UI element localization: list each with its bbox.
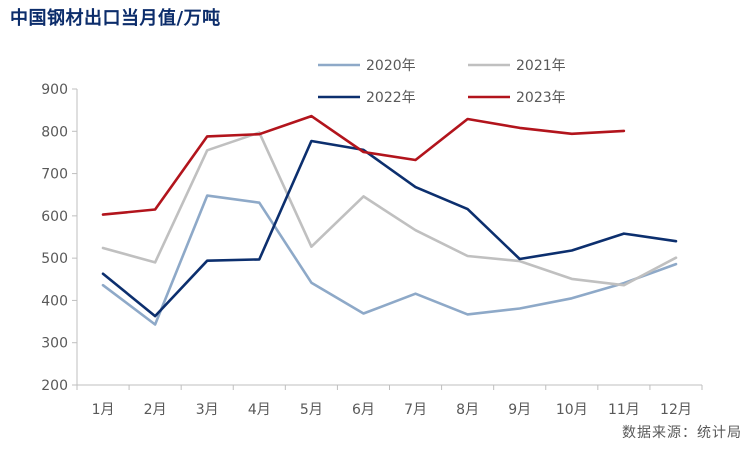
series-line-1 — [101, 194, 678, 326]
y-tick-label: 800 — [41, 124, 68, 140]
legend-label-2: 2021年 — [516, 58, 566, 74]
legend-label-4: 2023年 — [516, 90, 566, 106]
series-lines — [101, 114, 678, 326]
series-line-4 — [101, 114, 626, 216]
x-tick-label: 8月 — [456, 402, 479, 418]
chart-title: 中国钢材出口当月值/万吨 — [10, 8, 221, 29]
x-tick-label: 7月 — [404, 402, 427, 418]
y-tick-label: 700 — [41, 167, 68, 183]
source-note: 数据来源：统计局 — [622, 425, 742, 441]
x-tick-label: 3月 — [196, 402, 219, 418]
series-line-2 — [101, 131, 678, 287]
legend-label-1: 2020年 — [366, 58, 416, 74]
legend: 2020年 2021年 2022年 2023年 — [318, 58, 566, 106]
x-tick-label: 4月 — [248, 402, 271, 418]
x-tick-label: 12月 — [660, 402, 692, 418]
x-tick-label: 10月 — [556, 402, 588, 418]
legend-label-3: 2022年 — [366, 90, 416, 106]
x-tick-label: 6月 — [352, 402, 375, 418]
x-tick-label: 9月 — [508, 402, 531, 418]
x-tick-label: 5月 — [300, 402, 323, 418]
y-tick-label: 300 — [41, 336, 68, 352]
axes: 200 300 400 500 600 700 800 900 1月 2月 3月 4月 5月 6月 7月 8月… — [41, 82, 703, 418]
y-tick-label: 500 — [41, 251, 68, 267]
y-tick-label: 200 — [41, 378, 68, 394]
series-line-3 — [101, 139, 678, 318]
y-tick-label: 600 — [41, 209, 68, 225]
x-tick-label: 1月 — [92, 402, 115, 418]
x-tick-label: 11月 — [608, 402, 640, 418]
y-tick-label: 400 — [41, 293, 68, 309]
y-tick-label: 900 — [41, 82, 68, 98]
x-tick-label: 2月 — [144, 402, 167, 418]
